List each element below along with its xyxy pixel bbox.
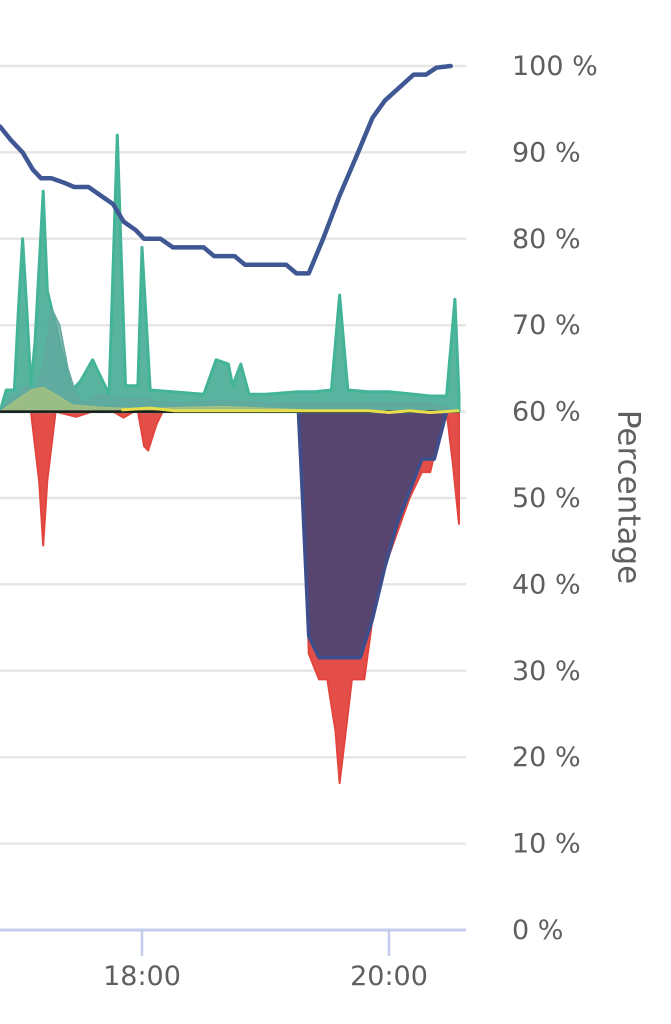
series-layer	[0, 63, 461, 785]
x-tick-label-1800: 18:00	[103, 961, 181, 992]
x-tick-label-2000: 20:00	[350, 961, 428, 992]
y-tick-label-20: 20 %	[512, 742, 581, 773]
y-tick-label-80: 80 %	[512, 224, 581, 255]
y-tick-label-30: 30 %	[512, 656, 581, 687]
y-tick-label-0: 0 %	[512, 915, 563, 946]
tick-labels: 0 % 10 % 20 % 30 % 40 % 50 % 60 % 70 % 80 % 90 % 1…	[103, 51, 598, 992]
y-tick-label-50: 50 %	[512, 483, 581, 514]
y-tick-label-40: 40 %	[512, 569, 581, 600]
y-axis-title: Percentage	[611, 410, 647, 584]
series-line-battery-level	[0, 63, 453, 276]
y-tick-label-100: 100 %	[512, 51, 598, 82]
y-tick-label-90: 90 %	[512, 137, 581, 168]
y-tick-label-60: 60 %	[512, 397, 581, 428]
y-tick-label-70: 70 %	[512, 310, 581, 341]
series-line-small-consumer	[121, 406, 460, 415]
y-tick-label-10: 10 %	[512, 829, 581, 860]
series-area-home-consumption	[296, 409, 449, 660]
series-area-solar-production	[0, 133, 461, 414]
axes	[0, 928, 466, 956]
